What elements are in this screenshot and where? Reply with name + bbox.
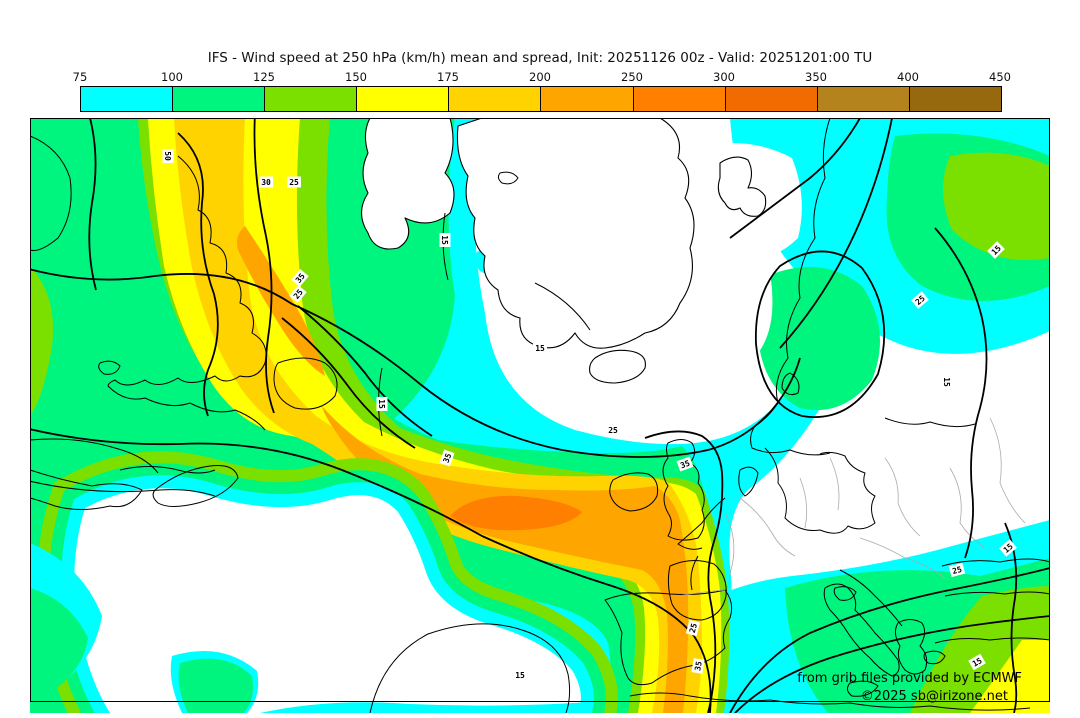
band-yellow xyxy=(145,118,1050,713)
colorbar-segment-200 xyxy=(541,87,634,111)
svg-text:35: 35 xyxy=(442,452,454,464)
colorbar-tick: 400 xyxy=(897,70,919,84)
iceland-coast xyxy=(589,349,646,384)
colorbar-segment-250 xyxy=(633,87,726,111)
svg-text:25: 25 xyxy=(688,622,699,634)
svg-text:15: 15 xyxy=(440,235,449,245)
contour-label-50: 50 xyxy=(162,149,174,163)
greece-coast xyxy=(894,619,928,675)
colorbar-tick: 125 xyxy=(253,70,275,84)
contour-label-25: 25 xyxy=(606,424,620,436)
britain-coast xyxy=(662,439,705,541)
hudson-coast xyxy=(29,135,72,251)
finland-coast xyxy=(884,417,976,428)
svg-text:15: 15 xyxy=(942,377,951,387)
colorbar-tick: 75 xyxy=(72,70,88,84)
chart-title: IFS - Wind speed at 250 hPa (km/h) mean … xyxy=(207,50,873,66)
svg-text:25: 25 xyxy=(608,426,618,435)
colorbar-segment-100 xyxy=(173,87,266,111)
denmark-coast xyxy=(738,466,759,497)
sicily-coast xyxy=(846,680,879,697)
greenland-coast xyxy=(456,117,695,349)
north-africa-coast xyxy=(629,692,1031,711)
balkan-coast xyxy=(839,569,903,627)
contour-label-15: 15 xyxy=(999,539,1017,557)
maine-coast xyxy=(29,438,159,510)
colorbar-tick: 100 xyxy=(161,70,183,84)
attribution-source: from grib files provided by ECMWF xyxy=(797,671,1022,686)
colorbar-tick: 450 xyxy=(989,70,1011,84)
wind-speed-map: 50 30 25 35 25 15 15 15 25 35 35 25 35 15 15 25 15 25 15 15 xyxy=(24,112,1051,718)
labrador-coast xyxy=(107,155,267,431)
svg-text:35: 35 xyxy=(679,459,691,471)
colorbar xyxy=(80,86,1002,112)
colorbar-segment-400 xyxy=(909,87,1001,111)
svg-text:15: 15 xyxy=(535,344,545,353)
newfoundland-coast xyxy=(273,357,338,410)
colorbar-segment-300 xyxy=(725,87,818,111)
contour-label-35: 35 xyxy=(676,456,694,472)
baffin-coast xyxy=(360,117,455,250)
contour-label-25: 25 xyxy=(948,562,966,578)
nova-scotia-coast xyxy=(152,465,239,507)
svg-text:15: 15 xyxy=(377,399,386,409)
band-gold xyxy=(170,118,702,713)
contour-label-35: 35 xyxy=(691,658,705,674)
colorbar-tick-labels: 75 100 125 150 175 200 250 300 350 400 450 xyxy=(0,70,1080,84)
colorbar-tick: 250 xyxy=(621,70,643,84)
colorbar-segment-175 xyxy=(449,87,542,111)
colorbar-tick: 300 xyxy=(713,70,735,84)
colorbar-segment-125 xyxy=(265,87,358,111)
contour-label-15: 15 xyxy=(439,233,451,247)
contour-label-35: 35 xyxy=(439,449,455,467)
iberia-coast xyxy=(604,589,733,686)
band-deep-orange-core xyxy=(450,495,582,531)
svg-text:30: 30 xyxy=(261,178,271,187)
svg-text:15: 15 xyxy=(515,671,525,680)
contour-label-15: 15 xyxy=(987,241,1005,259)
svg-text:25: 25 xyxy=(289,178,299,187)
contour-label-35: 35 xyxy=(291,269,309,287)
contour-label-15: 15 xyxy=(941,375,953,389)
contour-label-25: 25 xyxy=(911,291,929,309)
colorbar-segment-75 xyxy=(81,87,174,111)
attribution-copyright: ©2025 sb@irizone.net xyxy=(860,689,1008,704)
colorbar-segment-350 xyxy=(817,87,910,111)
country-borders xyxy=(677,417,1026,597)
colorbar-tick: 150 xyxy=(345,70,367,84)
spread-contours-major xyxy=(24,112,1051,714)
svg-text:25: 25 xyxy=(951,565,963,576)
france-coast xyxy=(677,497,726,591)
contour-label-15: 15 xyxy=(533,342,547,354)
contour-label-15: 15 xyxy=(513,669,527,681)
svg-text:15: 15 xyxy=(971,656,984,669)
white-landmasses xyxy=(360,117,767,384)
svg-text:50: 50 xyxy=(163,151,172,161)
contour-label-15: 15 xyxy=(376,397,388,411)
anatolia-coast xyxy=(934,558,1051,644)
map-frame xyxy=(30,118,1050,702)
colorbar-tick: 350 xyxy=(805,70,827,84)
baltic-coast xyxy=(764,447,876,534)
contour-label-25: 25 xyxy=(287,176,301,188)
colorbar-segment-150 xyxy=(357,87,450,111)
colorbar-tick: 200 xyxy=(529,70,551,84)
svalbard-coast xyxy=(717,156,767,217)
colorbar-tick: 175 xyxy=(437,70,459,84)
bottom-left-slivers xyxy=(30,543,259,713)
contour-label-30: 30 xyxy=(259,176,273,188)
contour-label-25: 25 xyxy=(685,619,701,637)
contour-label-25: 25 xyxy=(289,285,307,303)
coastlines xyxy=(29,117,1051,711)
ireland-coast xyxy=(609,472,659,512)
svg-text:35: 35 xyxy=(693,660,704,671)
contour-label-15: 15 xyxy=(968,653,986,671)
